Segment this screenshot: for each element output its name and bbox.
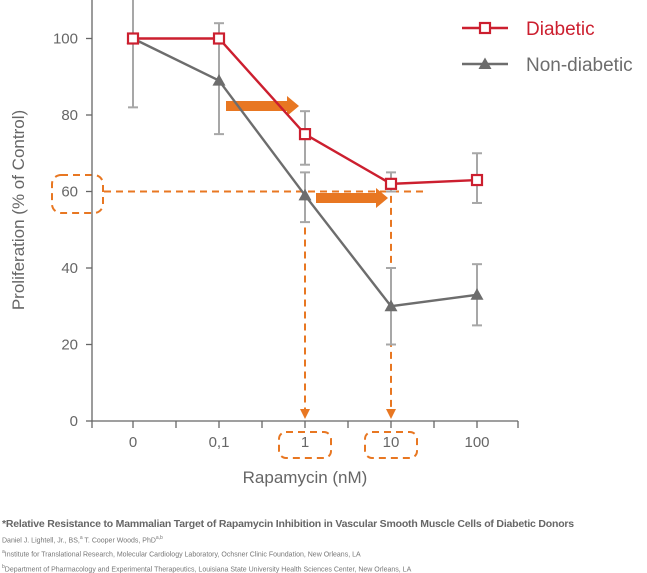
series-layer xyxy=(126,32,484,312)
citation-footer: *Relative Resistance to Mammalian Target… xyxy=(2,518,645,573)
y-tick-label: 80 xyxy=(61,107,78,124)
legend: Diabetic Non-diabetic xyxy=(462,19,633,76)
y-tick-60-highlight-box xyxy=(51,174,104,214)
y-tick-label: 60 xyxy=(61,184,78,201)
x-tick-label: 10 xyxy=(383,434,400,451)
citation-authors: Daniel J. Lightell, Jr., BS,a T. Cooper … xyxy=(2,535,163,545)
x-tick-label: 0 xyxy=(129,434,137,451)
x-tick-label: 100 xyxy=(464,434,489,451)
annotation-layer xyxy=(51,96,425,459)
legend-label-non-diabetic: Non-diabetic xyxy=(526,55,633,76)
citation-affiliation-b: bDepartment of Pharmacology and Experime… xyxy=(2,563,412,573)
citation-affiliation-a: aInstitute for Translational Research, M… xyxy=(2,549,361,559)
data-point-non-diabetic xyxy=(298,188,312,201)
legend-marker-diabetic xyxy=(478,21,492,35)
y-tick-label: 100 xyxy=(53,31,78,48)
y-axis-title: Proliferation (% of Control) xyxy=(9,110,28,310)
data-point-non-diabetic xyxy=(384,299,398,312)
x-tick-10-highlight-box xyxy=(364,431,418,459)
x-axis-title: Rapamycin (nM) xyxy=(243,468,368,487)
y-tick-label: 40 xyxy=(61,260,78,277)
x-tick-label: 0,1 xyxy=(209,434,230,451)
data-point-diabetic xyxy=(470,173,484,187)
drop-arrowhead-10 xyxy=(386,409,396,419)
data-point-non-diabetic xyxy=(470,288,484,300)
citation-title: *Relative Resistance to Mammalian Target… xyxy=(2,518,574,530)
axes-layer: 0 20 40 60 80 100 0 0,1 1 10 100 Rapamycin (nM) Prol… xyxy=(9,0,519,487)
y-tick-label: 20 xyxy=(61,337,78,354)
shift-arrow-lower xyxy=(316,188,388,208)
legend-label-diabetic: Diabetic xyxy=(526,19,595,40)
data-point-diabetic xyxy=(384,177,398,190)
x-tick-1-highlight-box xyxy=(278,431,332,459)
drop-arrowhead-1 xyxy=(300,409,310,419)
data-point-diabetic xyxy=(212,32,226,45)
x-tick-label: 1 xyxy=(301,434,309,451)
data-point-diabetic xyxy=(298,128,312,141)
legend-marker-non-diabetic xyxy=(478,57,492,69)
y-tick-label: 0 xyxy=(70,413,78,430)
shift-arrow-upper xyxy=(226,96,299,116)
data-point-non-diabetic xyxy=(212,74,226,86)
data-point-diabetic xyxy=(126,32,140,45)
rapamycin-proliferation-chart: 0 20 40 60 80 100 0 0,1 1 10 100 Rapamycin (nM) Prol… xyxy=(9,0,633,487)
